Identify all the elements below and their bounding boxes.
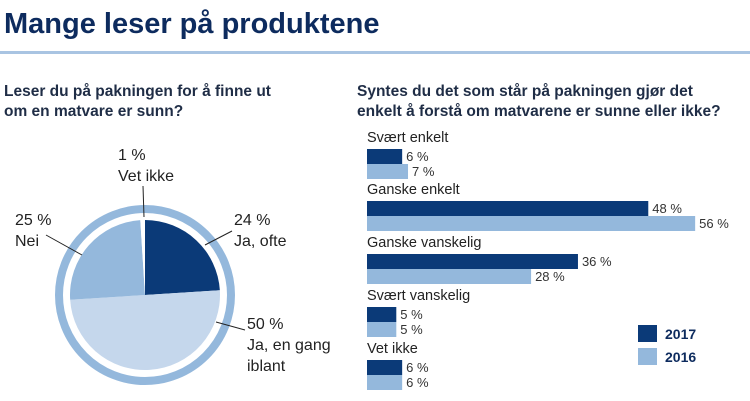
bar-value-label-2016: 28 % bbox=[535, 269, 565, 284]
bar-category-label: Svært enkelt bbox=[367, 130, 448, 146]
bar-question-line-2: enkelt å forstå om matvarene er sunne el… bbox=[357, 103, 721, 120]
pie-leader-lines bbox=[45, 185, 246, 331]
bar-value-label-2017: 5 % bbox=[400, 307, 423, 322]
bar-2016 bbox=[367, 269, 532, 284]
bar-value-label-2017: 48 % bbox=[652, 201, 682, 216]
bar-2017 bbox=[367, 360, 403, 375]
pie-slice-nei bbox=[70, 220, 145, 300]
bar-value-label-2016: 7 % bbox=[412, 164, 435, 179]
pie-label-ja-iblant-1: Ja, en gang bbox=[247, 337, 331, 354]
pie-slice-vet-ikke bbox=[140, 220, 145, 295]
pie-slice-ja-ofte bbox=[145, 220, 220, 295]
bar-value-label-2016: 56 % bbox=[699, 216, 729, 231]
bar-2016 bbox=[367, 322, 397, 337]
legend-swatch-2016 bbox=[638, 348, 657, 365]
bar-2017 bbox=[367, 254, 578, 269]
pie-label-ja-ofte: Ja, ofte bbox=[234, 233, 287, 250]
bar-2017 bbox=[367, 307, 397, 322]
pie-label-value-nei: 25 % bbox=[15, 212, 51, 229]
bar-2016 bbox=[367, 164, 409, 179]
leader-nei bbox=[45, 234, 83, 256]
bar-category-label: Vet ikke bbox=[367, 341, 418, 357]
pie-label-ja-iblant-2: iblant bbox=[247, 358, 286, 375]
pie-slice-ja-iblant bbox=[70, 290, 220, 371]
bar-category-label: Ganske enkelt bbox=[367, 182, 460, 198]
legend-label-2017: 2017 bbox=[665, 326, 696, 342]
title-rule bbox=[0, 51, 750, 54]
bar-2016 bbox=[367, 216, 696, 231]
bar-2016 bbox=[367, 375, 403, 390]
pie-question-line-2: om en matvare er sunn? bbox=[4, 103, 183, 120]
bar-value-label-2016: 6 % bbox=[406, 375, 429, 390]
legend-label-2016: 2016 bbox=[665, 349, 696, 365]
pie-label-nei: Nei bbox=[15, 233, 39, 250]
pie-chart bbox=[55, 205, 235, 385]
bar-category-label: Ganske vanskelig bbox=[367, 235, 481, 251]
bar-question-line-1: Syntes du det som står på pakningen gjør… bbox=[357, 83, 693, 100]
pie-label-value-ja-iblant: 50 % bbox=[247, 316, 283, 333]
bar-2017 bbox=[367, 201, 649, 216]
legend-swatch-2017 bbox=[638, 325, 657, 342]
pie-label-value-ja-ofte: 24 % bbox=[234, 212, 270, 229]
pie-question-line-1: Leser du på pakningen for å finne ut bbox=[4, 83, 271, 100]
bar-value-label-2017: 6 % bbox=[406, 360, 429, 375]
leader-ja-ofte bbox=[204, 230, 233, 246]
pie-label-value-vet-ikke: 1 % bbox=[118, 147, 146, 164]
bar-category-label: Svært vanskelig bbox=[367, 288, 470, 304]
bar-2017 bbox=[367, 149, 403, 164]
leader-ja-iblant bbox=[215, 321, 246, 331]
pie-outer-ring bbox=[55, 205, 235, 385]
page-title: Mange leser på produktene bbox=[4, 8, 380, 40]
bar-value-label-2017: 36 % bbox=[582, 254, 612, 269]
pie-label-vet-ikke: Vet ikke bbox=[118, 168, 174, 185]
leader-vet-ikke bbox=[142, 185, 145, 218]
bar-value-label-2016: 5 % bbox=[400, 322, 423, 337]
bar-value-label-2017: 6 % bbox=[406, 149, 429, 164]
